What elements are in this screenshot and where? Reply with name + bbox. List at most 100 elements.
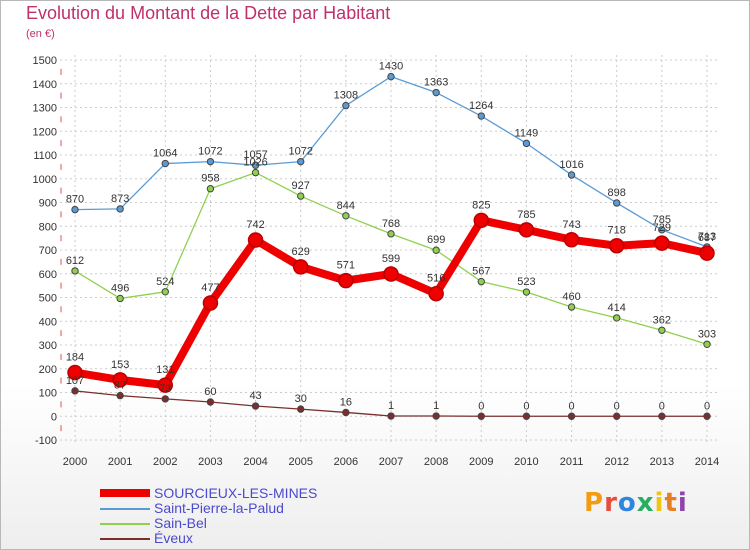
series-2-data-label: 303 [698, 328, 716, 340]
series-1-point [342, 101, 350, 110]
series-1-data-label: 1430 [379, 61, 403, 73]
y-tick-label: 100 [39, 388, 57, 400]
series-1-point [613, 199, 621, 207]
series-3-point [161, 395, 169, 403]
series-0-data-label: 599 [382, 253, 400, 265]
y-tick-label: 200 [39, 364, 57, 376]
series-0-point [292, 259, 309, 275]
series-1-data-label: 898 [608, 187, 626, 199]
series-3-point [613, 412, 621, 420]
series-2-data-label: 414 [608, 302, 626, 314]
x-tick-label: 2001 [108, 456, 132, 468]
series-3-data-label: 0 [523, 400, 529, 412]
series-2-point [251, 168, 260, 177]
series-0-point [473, 212, 490, 229]
series-1-data-label: 1363 [424, 77, 448, 89]
logo-letter: P [584, 488, 605, 518]
series-3-data-label: 73 [159, 383, 171, 395]
x-tick-label: 2008 [424, 456, 448, 468]
x-tick-label: 2005 [288, 456, 312, 468]
logo-letter: r [604, 488, 618, 518]
series-2-point [387, 230, 395, 238]
legend-swatch-saint-pierre [100, 508, 150, 510]
grid [60, 55, 720, 445]
series-3-point [567, 412, 576, 420]
series-2-point [613, 314, 621, 322]
series-1-point [71, 205, 79, 214]
series-0-point [157, 377, 174, 393]
series-1-data-label: 1072 [198, 146, 222, 158]
legend-item-sourcieux: SOURCIEUX-LES-MINES [100, 486, 400, 501]
series-3-point [477, 412, 485, 420]
x-tick-label: 2006 [334, 456, 358, 468]
series-3-data-label: 1 [433, 400, 439, 412]
series-2-point [206, 185, 215, 193]
series-0-data-label: 785 [517, 209, 535, 221]
series-1-data-label: 1064 [153, 148, 177, 160]
x-tick-label: 2013 [650, 456, 674, 468]
chart-subtitle: (en €) [26, 28, 55, 40]
series-2-data-label: 699 [427, 234, 445, 246]
series-3-point [703, 412, 711, 420]
series-2-point [71, 267, 79, 275]
series-2-data-label: 496 [111, 282, 129, 294]
series-2-point [477, 277, 485, 286]
y-axis-ticks: -100 0 100 200 300 400 500 600 700 800 900 1000 1100… [33, 55, 57, 447]
series-3-point [297, 405, 305, 413]
series-3-point [432, 412, 440, 420]
chart-title: Evolution du Montant de la Dette par Hab… [26, 3, 391, 23]
series-3-data-label: 1 [388, 400, 394, 412]
series-3-point [387, 412, 395, 420]
data-labels: 184 153 131 477 742 629 571 599 516 825 785 743 718 7… [66, 61, 716, 413]
legend-swatch-sain-bel [100, 523, 150, 525]
series-layer [67, 72, 715, 420]
series-2-data-label: 567 [472, 266, 490, 278]
y-tick-label: -100 [35, 435, 57, 447]
series-0-point [202, 295, 219, 311]
series-3-data-label: 0 [659, 400, 665, 412]
series-2-data-label: 524 [156, 276, 174, 288]
series-3-data-label: 43 [249, 390, 261, 402]
legend-item-eveux: Éveux [100, 531, 400, 546]
series-3-data-label: 16 [340, 396, 352, 408]
series-1-point [522, 139, 531, 148]
y-tick-label: 1200 [33, 126, 57, 138]
series-2-data-label: 523 [517, 276, 535, 288]
series-0-data-label: 571 [337, 260, 355, 272]
series-2-point [432, 246, 440, 254]
series-1-point [297, 157, 305, 166]
series-0-point [563, 232, 580, 248]
legend-label-eveux: Éveux [154, 530, 193, 546]
proxiti-logo: Proxiti [584, 488, 688, 518]
series-0-point [608, 237, 625, 254]
series-1-point [116, 205, 124, 213]
series-3-data-label: 0 [478, 400, 484, 412]
series-1-point [387, 72, 395, 81]
y-tick-label: 400 [39, 316, 57, 328]
series-0-data-label: 687 [698, 232, 716, 244]
y-tick-label: 1400 [33, 79, 57, 91]
series-2-data-label: 612 [66, 255, 84, 267]
series-1-point [432, 88, 440, 97]
series-0-data-label: 729 [653, 222, 671, 234]
legend-label-sourcieux: SOURCIEUX-LES-MINES [154, 485, 318, 501]
series-2-data-label: 844 [337, 200, 355, 212]
y-tick-label: 600 [39, 269, 57, 281]
series-0-point [518, 222, 535, 238]
x-tick-label: 2012 [604, 456, 628, 468]
legend-item-saint-pierre: Saint-Pierre-la-Palud [100, 501, 400, 516]
series-0-data-label: 153 [111, 359, 129, 371]
series-2-data-label: 362 [653, 314, 671, 326]
series-2-point [658, 326, 666, 334]
series-0-point [67, 364, 83, 381]
y-tick-label: 800 [39, 221, 57, 233]
series-3-data-label: 30 [295, 393, 307, 405]
series-2-data-label: 1026 [243, 157, 267, 169]
series-0-data-label: 629 [292, 246, 310, 258]
series-3-data-label: 0 [704, 400, 710, 412]
series-3-data-label: 0 [569, 400, 575, 412]
series-0-data-label: 184 [66, 352, 84, 364]
x-tick-label: 2004 [243, 456, 267, 468]
series-0-point [699, 245, 715, 261]
logo-letter: i [677, 488, 688, 518]
